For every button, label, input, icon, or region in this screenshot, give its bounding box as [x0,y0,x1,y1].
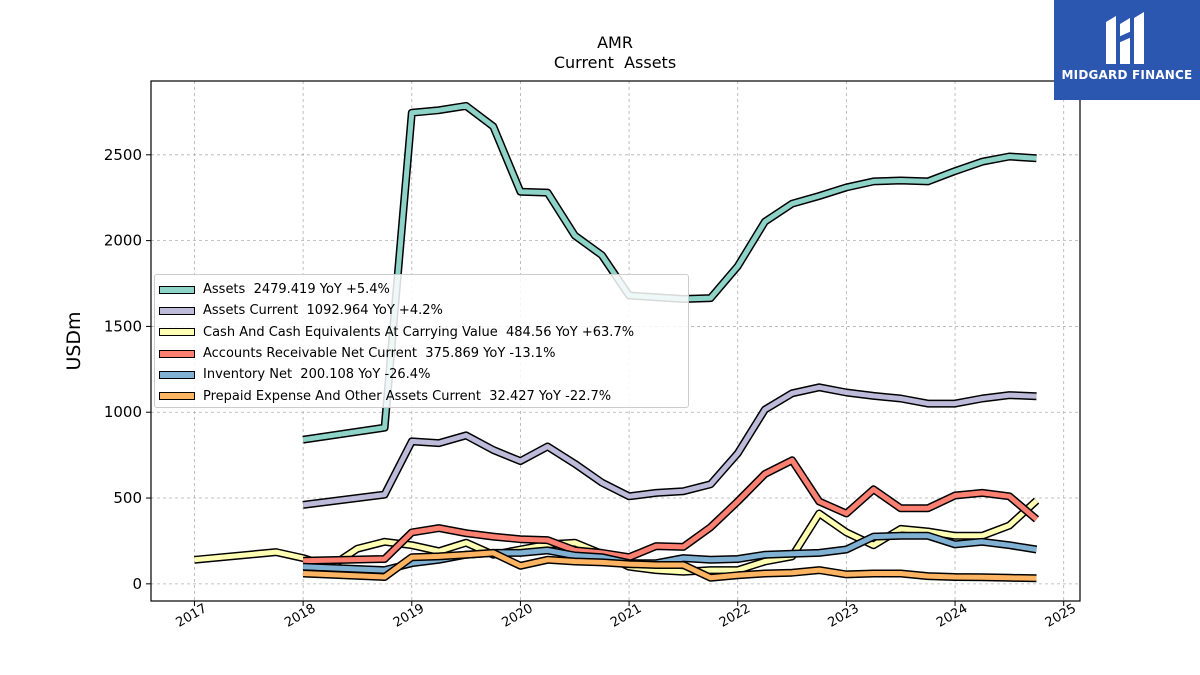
legend-item: Accounts Receivable Net Current 375.869 … [159,343,688,364]
x-tick-label: 2020 [500,601,536,631]
legend-label: Assets 2479.419 YoY +5.4% [203,282,390,298]
x-tick-label: 2019 [391,601,427,631]
plot-frame [150,80,1081,602]
y-tick-label: 1000 [104,403,142,421]
legend-swatch [159,306,195,315]
x-tick-label: 2021 [608,601,644,631]
legend-label: Accounts Receivable Net Current 375.869 … [203,346,556,362]
y-axis: 0 500 1000 1500 2000 2500 [104,146,151,593]
y-axis-label: USDm [63,311,85,370]
legend-item: Cash And Cash Equivalents At Carrying Va… [159,322,688,343]
x-tick-label: 2018 [282,601,318,631]
legend-item: Inventory Net 200.108 YoY -26.4% [159,364,688,385]
legend-swatch [159,328,195,337]
y-tick-label: 2000 [104,232,142,250]
series-lines [194,101,1040,583]
brand-name: MIDGARD FINANCE [1061,68,1193,82]
x-tick-label: 2024 [934,601,970,631]
series-line-3 [303,457,1039,564]
legend-item: Prepaid Expense And Other Assets Current… [159,385,688,406]
chart-title: AMR [597,33,633,52]
x-tick-label: 2023 [825,601,861,631]
x-tick-label: 2025 [1043,601,1079,631]
y-tick-label: 0 [132,575,142,593]
legend: Assets 2479.419 YoY +5.4% Assets Current … [154,274,689,408]
legend-item: Assets Current 1092.964 YoY +4.2% [159,300,688,321]
x-tick-label: 2017 [174,601,210,631]
legend-item: Assets 2479.419 YoY +5.4% [159,279,688,300]
legend-label: Inventory Net 200.108 YoY -26.4% [203,367,431,383]
brand-logo: MIDGARD FINANCE [1054,0,1200,100]
series-line-0 [302,103,1037,443]
legend-swatch [159,370,195,379]
y-tick-label: 500 [113,489,142,507]
y-tick-label: 2500 [104,146,142,164]
legend-swatch [159,349,195,358]
midgard-logo-icon [1106,12,1144,64]
x-tick-label: 2022 [717,601,753,631]
x-axis: 2017 2018 2019 2020 2021 2022 2023 2024 2025 [174,601,1079,631]
chart-subtitle: Current Assets [554,53,676,72]
series-line-5 [302,550,1037,581]
y-tick-label: 1500 [104,317,142,335]
legend-label: Assets Current 1092.964 YoY +4.2% [203,303,443,319]
legend-swatch [159,285,195,294]
legend-label: Cash And Cash Equivalents At Carrying Va… [203,324,635,340]
legend-label: Prepaid Expense And Other Assets Current… [203,388,612,404]
series-line-1 [302,384,1037,508]
legend-swatch [159,392,195,401]
